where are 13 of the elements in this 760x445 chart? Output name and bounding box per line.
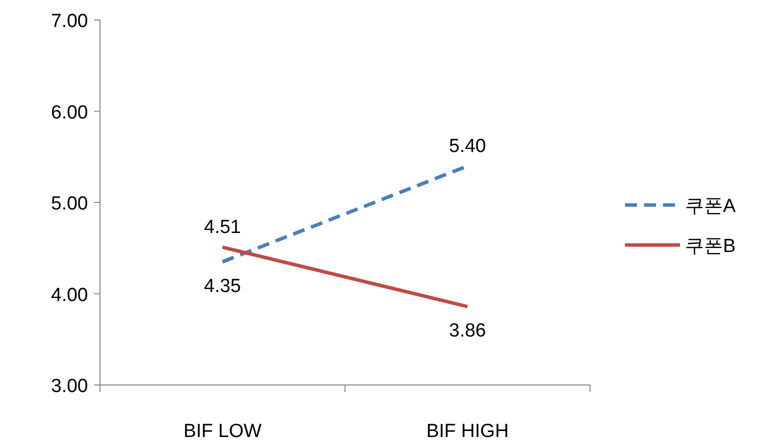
y-tick-label: 3.00 bbox=[51, 376, 88, 397]
y-tick-label: 6.00 bbox=[51, 102, 88, 124]
x-tick-label: BIF LOW bbox=[183, 421, 262, 442]
data-label: 3.86 bbox=[449, 320, 486, 342]
legend-label: 쿠폰A bbox=[685, 196, 736, 217]
data-label: 4.35 bbox=[204, 276, 241, 297]
y-tick-label: 7.00 bbox=[51, 11, 88, 32]
x-tick-label: BIF HIGH bbox=[426, 421, 509, 442]
y-tick-label: 5.00 bbox=[51, 194, 88, 214]
legend-label: 쿠폰B bbox=[685, 236, 736, 257]
data-label: 5.40 bbox=[449, 136, 486, 157]
y-tick-label: 4.00 bbox=[51, 284, 88, 306]
data-label: 4.51 bbox=[204, 217, 241, 238]
